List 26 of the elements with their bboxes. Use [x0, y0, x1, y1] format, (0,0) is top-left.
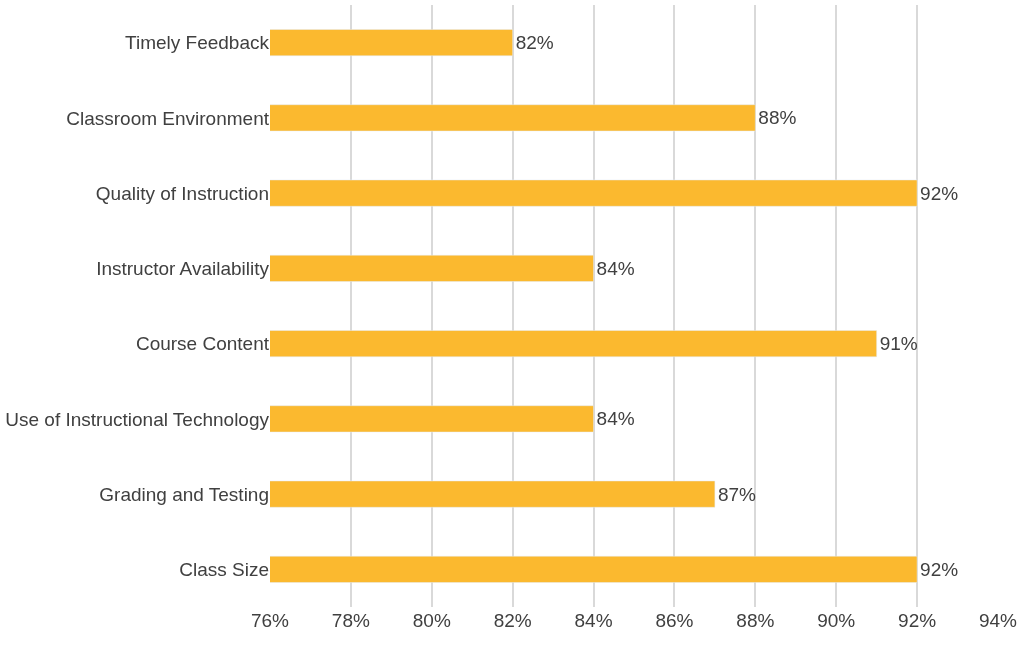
data-label: 88%	[758, 107, 797, 129]
y-tick-label: Quality of Instruction	[95, 182, 269, 204]
x-tick-label: 76%	[250, 610, 290, 631]
x-tick-label: 82%	[493, 610, 532, 631]
data-label: 91%	[879, 333, 918, 355]
x-tick-label: 88%	[736, 610, 775, 631]
x-tick-label: 84%	[574, 610, 613, 631]
y-tick-label: Class Size	[179, 559, 269, 581]
x-tick-label: 86%	[655, 610, 694, 631]
x-tick-label: 90%	[817, 610, 856, 631]
data-label: 84%	[596, 408, 635, 430]
x-tick-label: 92%	[898, 610, 937, 631]
data-label: 87%	[717, 483, 757, 505]
x-tick-label: 94%	[978, 610, 1018, 631]
data-label: 84%	[596, 257, 635, 279]
y-tick-label: Grading and Testing	[99, 483, 269, 505]
data-label: 82%	[515, 32, 554, 54]
x-tick-label: 80%	[412, 610, 451, 631]
y-tick-label: Instructor Availability	[96, 258, 270, 280]
data-label: 92%	[920, 182, 959, 204]
y-tick-label: Timely Feedback	[125, 32, 270, 54]
y-tick-label: Classroom Environment	[66, 107, 270, 129]
y-tick-label: Course Content	[135, 333, 270, 355]
y-tick-label: Use of Instructional Technology	[5, 408, 270, 430]
data-label: 92%	[920, 558, 959, 580]
x-tick-label: 78%	[331, 610, 371, 631]
